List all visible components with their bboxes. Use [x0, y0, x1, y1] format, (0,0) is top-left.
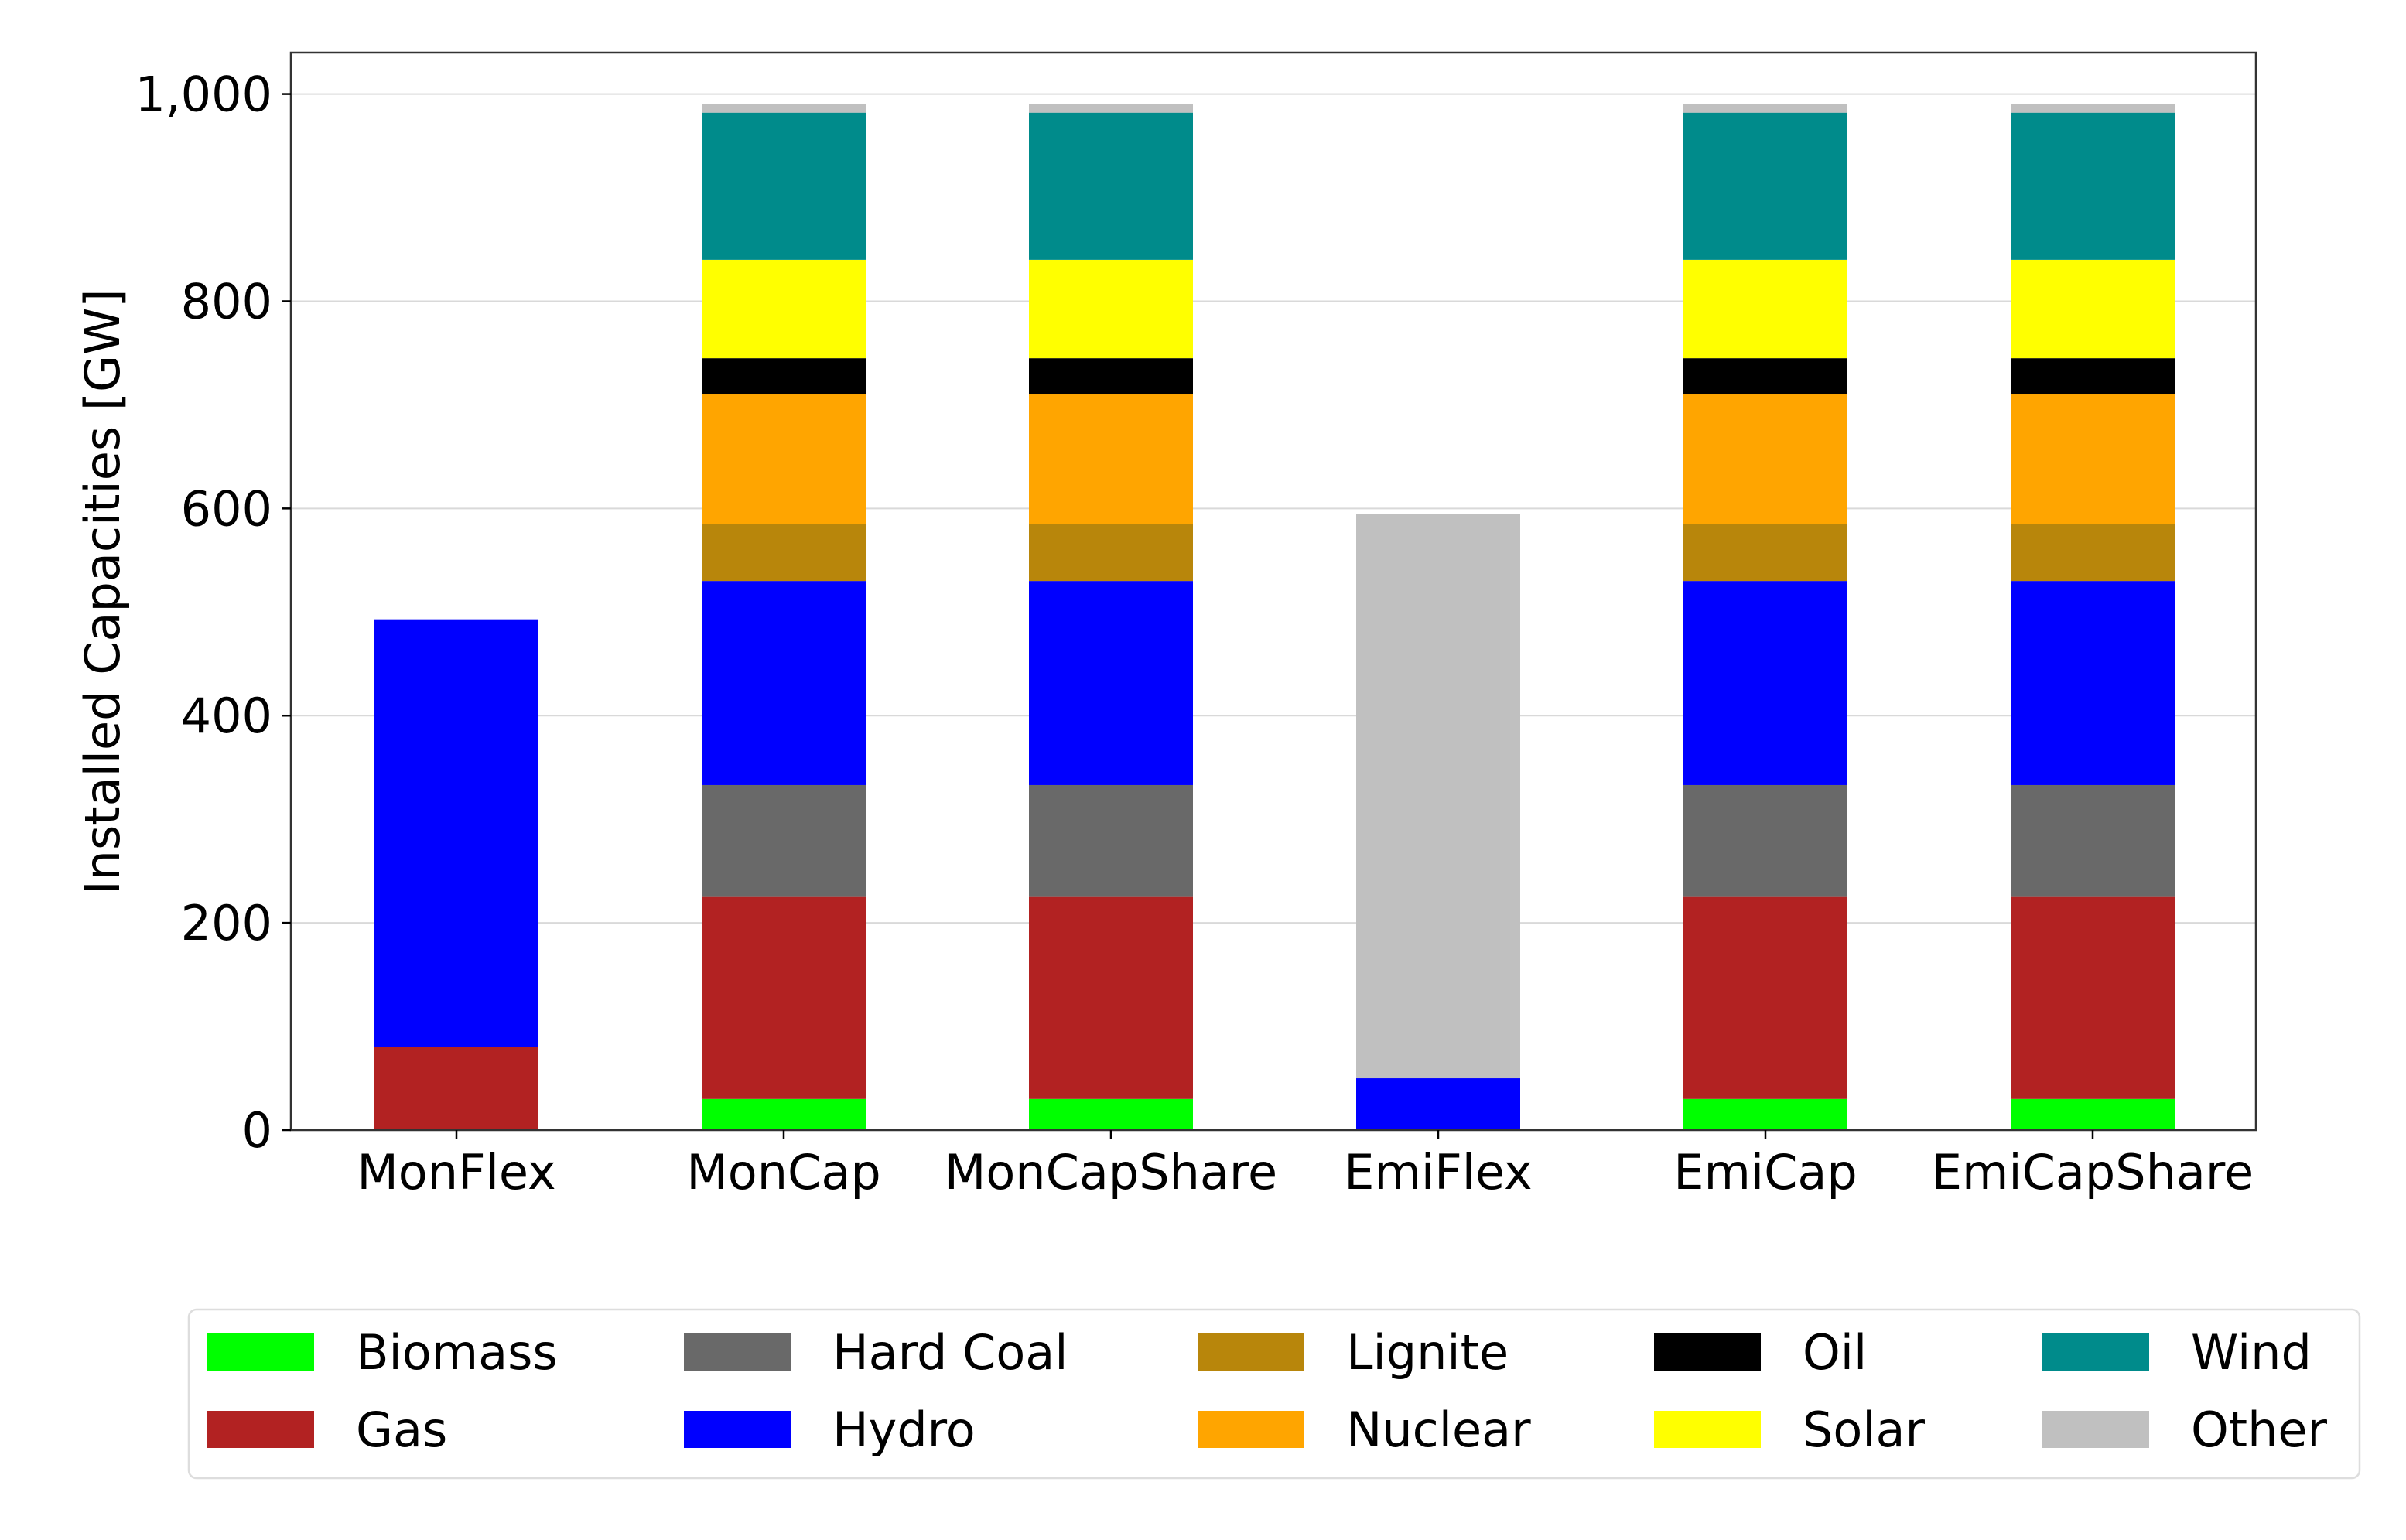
- x-tick-label: MonCapShare: [945, 1144, 1277, 1200]
- bar-solar-moncap: [702, 259, 866, 359]
- bar-wind-moncapshare: [1029, 112, 1193, 260]
- legend-label-solar: Solar: [1803, 1402, 1926, 1458]
- x-tick-label: MonFlex: [357, 1144, 555, 1200]
- legend-swatch-gas: [207, 1411, 314, 1448]
- legend-label-biomass: Biomass: [356, 1324, 558, 1381]
- x-axis: MonFlex MonCap MonCapShare EmiFlex EmiCap Emi…: [357, 1130, 2254, 1200]
- legend-label-oil: Oil: [1803, 1324, 1867, 1381]
- bar-lignite-moncapshare: [1029, 524, 1193, 582]
- bar-nuclear-emicap: [1683, 394, 1847, 524]
- bar-lignite-moncap: [702, 524, 866, 582]
- legend-label-nuclear: Nuclear: [1346, 1402, 1531, 1458]
- legend-label-lignite: Lignite: [1346, 1324, 1509, 1381]
- legend-swatch-oil: [1654, 1333, 1761, 1371]
- bar-solar-moncapshare: [1029, 259, 1193, 359]
- x-tick-label: EmiFlex: [1344, 1144, 1532, 1200]
- bar-hydro-emicap: [1683, 581, 1847, 785]
- bar-biomass-emicapshare: [2011, 1098, 2175, 1130]
- bar-oil-moncapshare: [1029, 358, 1193, 395]
- bar-gas-emicapshare: [2011, 896, 2175, 1099]
- x-tick-label: EmiCap: [1673, 1144, 1857, 1200]
- bar-other-emiflex: [1356, 514, 1520, 1079]
- bar-nuclear-moncapshare: [1029, 394, 1193, 524]
- y-tick-label: 400: [181, 688, 272, 744]
- bar-hydro-moncap: [702, 581, 866, 785]
- plot-frame: [289, 51, 2257, 1132]
- bar-other-moncap: [702, 104, 866, 113]
- bar-other-moncapshare: [1029, 104, 1193, 113]
- legend-swatch-hard-coal: [684, 1333, 791, 1371]
- bar-oil-emicap: [1683, 358, 1847, 395]
- y-tick-label: 200: [181, 895, 272, 951]
- bar-hard-coal-moncap: [702, 784, 866, 897]
- legend-label-other: Other: [2191, 1402, 2328, 1458]
- legend-label-hard-coal: Hard Coal: [832, 1324, 1068, 1381]
- y-axis: 0 200 400 600 800 1,000: [135, 67, 291, 1159]
- bar-biomass-emicap: [1683, 1098, 1847, 1130]
- bar-hard-coal-emicapshare: [2011, 784, 2175, 897]
- y-axis-title: Installed Capacities [GW]: [74, 289, 131, 894]
- y-tick-label: 800: [181, 273, 272, 330]
- bar-oil-moncap: [702, 358, 866, 395]
- bar-lignite-emicapshare: [2011, 524, 2175, 582]
- legend-swatch-biomass: [207, 1333, 314, 1371]
- legend-swatch-wind: [2042, 1333, 2149, 1371]
- bar-gas-monflex: [374, 1047, 538, 1130]
- bar-gas-moncapshare: [1029, 896, 1193, 1099]
- y-tick-label: 0: [242, 1102, 272, 1159]
- bar-other-emicapshare: [2011, 104, 2175, 113]
- bar-solar-emicapshare: [2011, 259, 2175, 359]
- legend-swatch-lignite: [1198, 1333, 1304, 1371]
- legend-label-hydro: Hydro: [832, 1402, 976, 1458]
- bar-lignite-emicap: [1683, 524, 1847, 582]
- bar-wind-emicap: [1683, 112, 1847, 260]
- bar-solar-emicap: [1683, 259, 1847, 359]
- bar-hard-coal-emicap: [1683, 784, 1847, 897]
- legend-swatch-other: [2042, 1411, 2149, 1448]
- bar-biomass-moncapshare: [1029, 1098, 1193, 1130]
- bar-hard-coal-moncapshare: [1029, 784, 1193, 897]
- legend: Biomass Gas Hard Coal Hydro Lignite Nuclear Oi…: [187, 1308, 2361, 1480]
- y-tick-label: 600: [181, 480, 272, 537]
- y-tick-label: 1,000: [135, 67, 273, 123]
- legend-swatch-nuclear: [1198, 1411, 1304, 1448]
- bar-gas-moncap: [702, 896, 866, 1099]
- bar-hydro-monflex: [374, 619, 538, 1047]
- x-tick-label: EmiCapShare: [1932, 1144, 2254, 1200]
- bar-hydro-moncapshare: [1029, 581, 1193, 785]
- bar-hydro-emicapshare: [2011, 581, 2175, 785]
- bar-oil-emicapshare: [2011, 358, 2175, 395]
- bar-wind-emicapshare: [2011, 112, 2175, 260]
- legend-swatch-hydro: [684, 1411, 791, 1448]
- bar-other-emicap: [1683, 104, 1847, 113]
- legend-label-wind: Wind: [2191, 1324, 2312, 1381]
- bar-nuclear-emicapshare: [2011, 394, 2175, 524]
- bar-biomass-moncap: [702, 1098, 866, 1130]
- legend-swatch-solar: [1654, 1411, 1761, 1448]
- legend-label-gas: Gas: [356, 1402, 447, 1458]
- bar-gas-emicap: [1683, 896, 1847, 1099]
- bar-hydro-emiflex: [1356, 1078, 1520, 1130]
- bars-layer: [374, 104, 2175, 1130]
- bar-nuclear-moncap: [702, 394, 866, 524]
- grid-layer: [291, 93, 2256, 1131]
- bar-wind-moncap: [702, 112, 866, 260]
- x-tick-label: MonCap: [686, 1144, 880, 1200]
